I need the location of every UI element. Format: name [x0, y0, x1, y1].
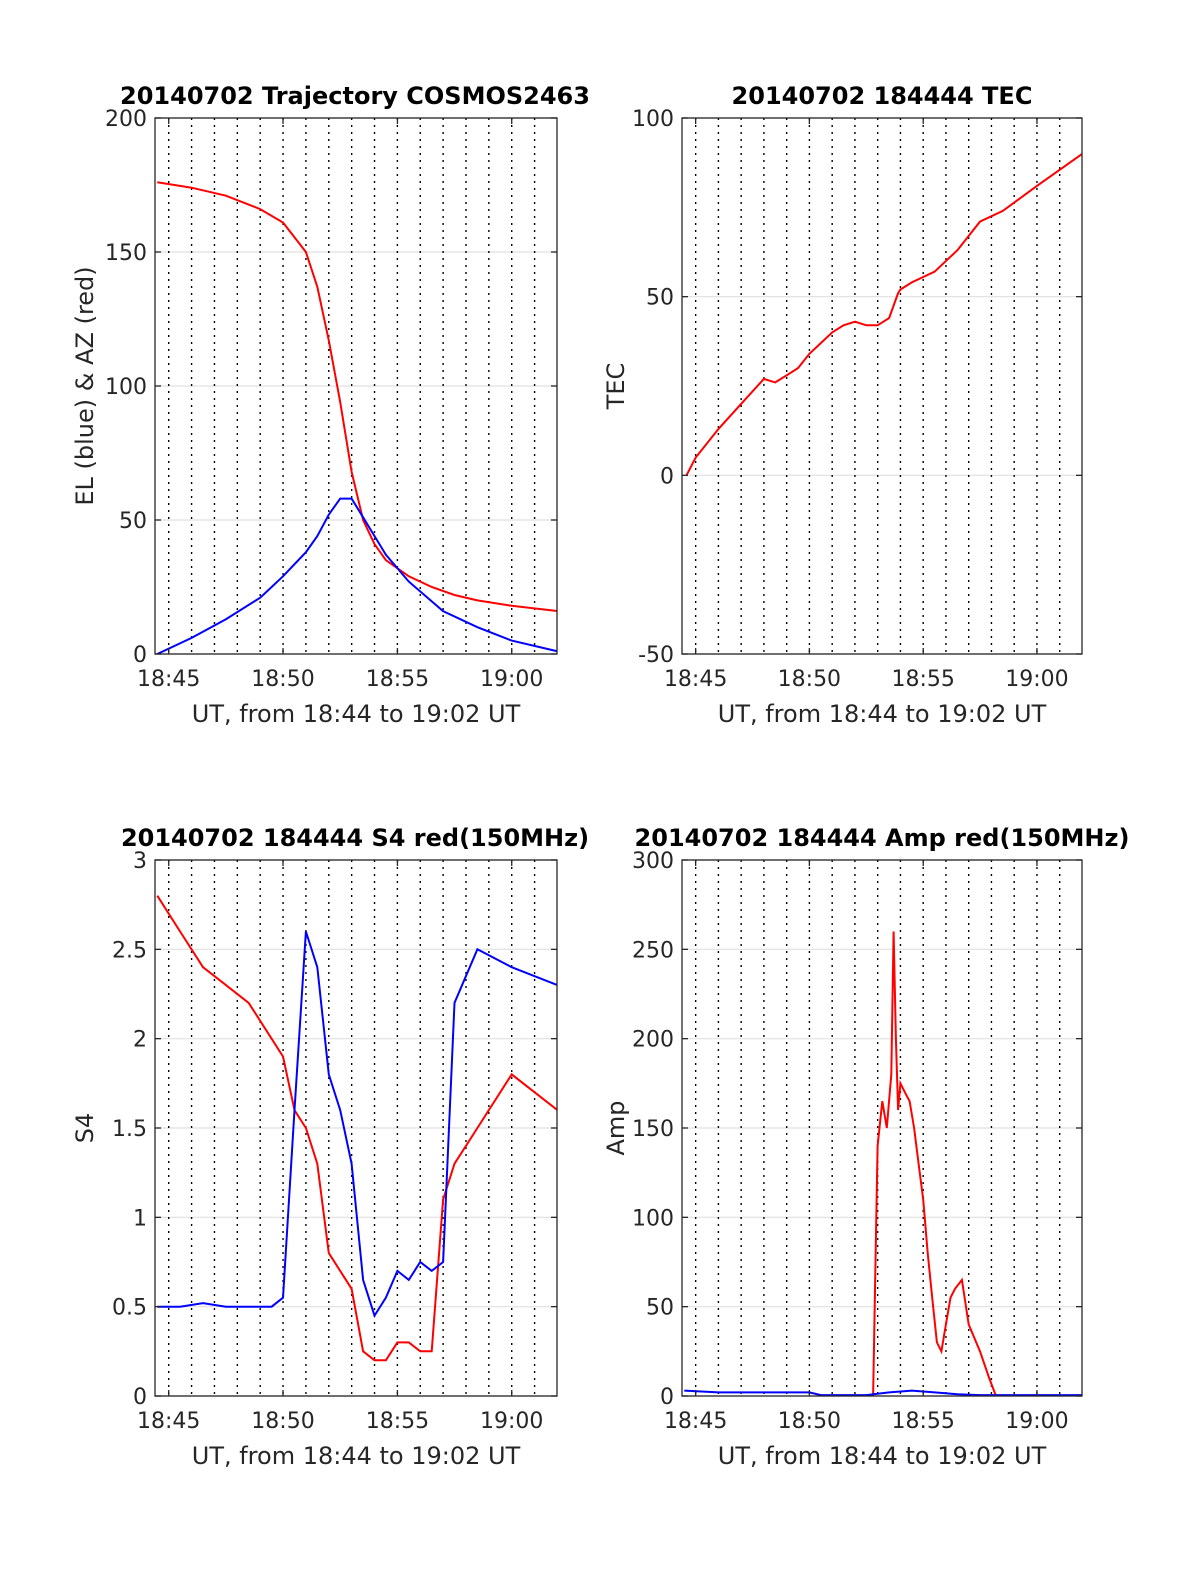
tec-ytick-label: 50: [646, 286, 674, 311]
tec-ytick-label: -50: [638, 643, 674, 668]
s4-series-red-line: [156, 895, 557, 1362]
amp-series-blue-line: [684, 1389, 1082, 1396]
amp-xlabel: UT, from 18:44 to 19:02 UT: [718, 1442, 1047, 1470]
s4-ytick-label: 0: [133, 1385, 147, 1410]
tec-title: 20140702 184444 TEC: [732, 82, 1033, 110]
s4-ytick-label: 0.5: [112, 1296, 147, 1321]
tec-series-red-line: [685, 152, 1082, 476]
s4-ytick-label: 1: [133, 1206, 147, 1231]
trajectory-panel: 0 50 100 150 200 18:45 18:50 18:55 19:00 20140702…: [71, 82, 590, 728]
tec-panel: -50 0 50 100 18:45 18:50 18:55 19:00 20140702 18…: [602, 82, 1083, 728]
amp-xtick-label: 18:55: [892, 1409, 955, 1434]
s4-xtick-label: 18:50: [251, 1409, 314, 1434]
amp-title: 20140702 184444 Amp red(150MHz): [635, 824, 1130, 852]
tec-axes-background: [682, 118, 1082, 654]
tec-xtick-label: 18:55: [892, 667, 955, 692]
s4-title: 20140702 184444 S4 red(150MHz): [121, 824, 589, 852]
amp-ytick-label: 250: [632, 938, 674, 963]
tec-ylabel: TEC: [602, 363, 630, 411]
amp-ytick-label: 300: [632, 849, 674, 874]
trajectory-ytick-label: 0: [133, 643, 147, 668]
trajectory-xtick-label: 18:45: [137, 667, 200, 692]
amp-panel: 0 50 100 150 200 250 300 18:45 18:50 18:55 19:00 20…: [602, 824, 1129, 1470]
amp-xtick-label: 18:45: [664, 1409, 727, 1434]
tec-axes-frame: [681, 117, 1083, 655]
s4-ytick-label: 2: [133, 1028, 147, 1053]
s4-series-blue-line: [157, 931, 557, 1318]
amp-ytick-label: 0: [660, 1385, 674, 1410]
s4-xtick-label: 18:55: [366, 1409, 429, 1434]
trajectory-xtick-label: 19:00: [480, 667, 543, 692]
s4-xtick-label: 18:45: [137, 1409, 200, 1434]
s4-xtick-label: 19:00: [480, 1409, 543, 1434]
tec-ytick-label: 100: [632, 107, 674, 132]
trajectory-ytick-label: 200: [105, 107, 147, 132]
s4-panel: 0 0.5 1 1.5 2 2.5 3 18:45 18:50 18:55 19:00 2014070…: [71, 824, 589, 1470]
amp-xtick-label: 18:50: [778, 1409, 841, 1434]
s4-xlabel: UT, from 18:44 to 19:02 UT: [192, 1442, 521, 1470]
trajectory-series-red-line: [157, 181, 557, 613]
amp-series-red-line: [872, 931, 997, 1396]
trajectory-ytick-label: 150: [105, 241, 147, 266]
tec-xlabel: UT, from 18:44 to 19:02 UT: [718, 700, 1047, 728]
s4-ylabel: S4: [71, 1113, 99, 1144]
s4-ytick-label: 1.5: [112, 1117, 147, 1142]
amp-ytick-label: 50: [646, 1296, 674, 1321]
amp-ytick-label: 200: [632, 1028, 674, 1053]
trajectory-ytick-label: 50: [119, 509, 147, 534]
tec-ytick-label: 0: [660, 464, 674, 489]
s4-ytick-label: 2.5: [112, 938, 147, 963]
trajectory-xtick-label: 18:50: [251, 667, 314, 692]
tec-xtick-label: 18:45: [664, 667, 727, 692]
amp-ytick-label: 150: [632, 1117, 674, 1142]
s4-ytick-label: 3: [133, 849, 147, 874]
amp-ylabel: Amp: [602, 1100, 630, 1155]
amp-ytick-label: 100: [632, 1206, 674, 1231]
trajectory-ylabel: EL (blue) & AZ (red): [71, 266, 99, 505]
tec-xtick-label: 18:50: [778, 667, 841, 692]
trajectory-xtick-label: 18:55: [366, 667, 429, 692]
amp-xtick-label: 19:00: [1005, 1409, 1068, 1434]
tec-xtick-label: 19:00: [1005, 667, 1068, 692]
trajectory-xlabel: UT, from 18:44 to 19:02 UT: [192, 700, 521, 728]
trajectory-ytick-label: 100: [105, 375, 147, 400]
trajectory-title: 20140702 Trajectory COSMOS2463: [120, 82, 590, 110]
trajectory-series-blue-line: [156, 497, 557, 654]
